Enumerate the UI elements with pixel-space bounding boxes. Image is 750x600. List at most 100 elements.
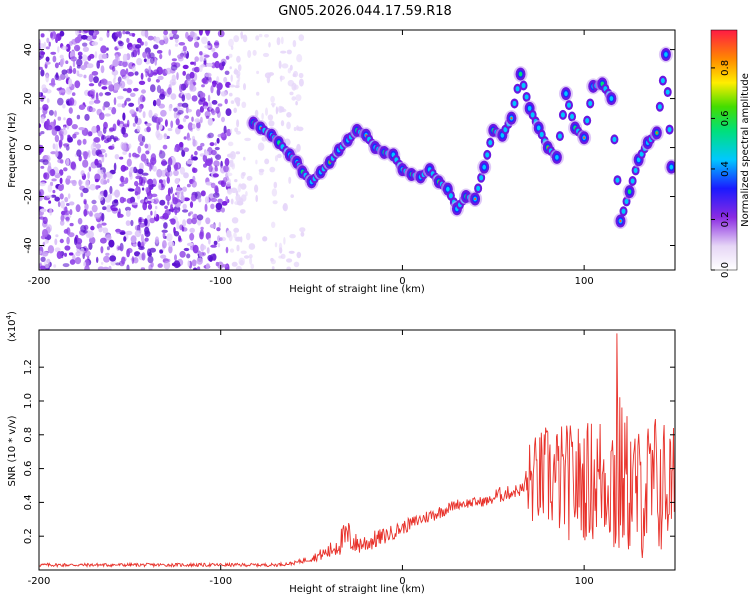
spectrogram-noise-cell	[229, 160, 234, 167]
spectrogram-noise-cell	[102, 135, 106, 140]
spectrogram-noise-cell	[161, 159, 167, 167]
spectrogram-noise-cell	[109, 255, 117, 262]
spectrogram-noise-cell	[204, 72, 212, 78]
spectrogram-noise-cell	[231, 217, 239, 224]
spectrogram-noise-cell	[293, 261, 300, 268]
spectrogram-noise-cell	[171, 58, 177, 62]
spectrogram-noise-cell	[55, 234, 59, 238]
spectrogram-noise-cell	[147, 255, 154, 264]
spectrogram-noise-cell	[175, 263, 181, 268]
spectrogram-noise-cell	[117, 95, 124, 100]
spectrogram-noise-cell	[139, 141, 144, 146]
spectrogram-noise-cell	[236, 119, 240, 128]
spectrogram-noise-cell	[142, 135, 146, 143]
spectrogram-noise-cell	[159, 53, 163, 60]
spectrogram-noise-cell	[236, 265, 242, 270]
spectrogram-noise-cell	[80, 65, 87, 71]
spectrogram-noise-cell	[225, 108, 232, 116]
spectrogram-noise-cell	[108, 173, 113, 180]
spectrogram-noise-cell	[77, 51, 83, 57]
spectrogram-noise-cell	[221, 116, 225, 123]
spectrogram-noise-cell	[103, 173, 107, 179]
spectrogram-noise-cell	[240, 198, 244, 203]
spectrogram-noise-cell	[58, 184, 64, 192]
spectrogram-noise-cell	[101, 86, 108, 90]
spectrogram-noise-cell	[191, 95, 198, 102]
spectrogram-noise-cell	[258, 33, 263, 38]
spectrogram-noise-cell	[125, 97, 131, 102]
spectrogram-noise-cell	[48, 41, 51, 47]
spectrogram-noise-cell	[82, 46, 89, 52]
spectrogram-noise-cell	[269, 166, 276, 173]
spectrogram-noise-cell	[183, 52, 187, 58]
spectrogram-noise-cell	[186, 218, 193, 225]
spectrogram-noise-cell	[156, 98, 161, 107]
spectrogram-noise-cell	[54, 62, 59, 69]
spectrogram-noise-cell	[76, 58, 83, 67]
spectrogram-noise-cell	[134, 71, 139, 76]
ridge-peak	[669, 164, 674, 170]
spectrogram-noise-cell	[189, 31, 195, 38]
spectrogram-noise-cell	[104, 113, 111, 117]
ridge-peak	[448, 193, 453, 199]
spectrogram-noise-cell	[176, 192, 180, 200]
spectrogram-noise-cell	[93, 99, 101, 104]
spectrogram-noise-cell	[98, 92, 104, 97]
spectrogram-noise-cell	[166, 233, 173, 242]
spectrogram-noise-cell	[209, 142, 215, 147]
spectrogram-noise-cell	[47, 245, 55, 254]
y-tick-label: 1.2	[23, 359, 34, 375]
spectrogram-noise-cell	[242, 172, 246, 176]
ridge-peak	[446, 186, 450, 192]
spectrogram-noise-cell	[117, 246, 122, 251]
colorbar-tick-label: 0.2	[720, 212, 731, 228]
spectrogram-noise-cell	[196, 214, 204, 221]
spectrogram-noise-cell	[126, 37, 130, 44]
spectrogram-noise-cell	[102, 105, 106, 111]
spectrogram-noise-cell	[144, 143, 149, 149]
spectrogram-noise-cell	[180, 195, 185, 203]
spectrogram-noise-cell	[205, 159, 212, 166]
spectrogram-noise-cell	[83, 200, 87, 205]
spectrogram-noise-cell	[199, 231, 204, 240]
spectrogram-noise-cell	[210, 197, 218, 203]
ridge-peak	[476, 185, 481, 191]
spectrogram-noise-cell	[183, 197, 190, 202]
spectrogram-noise-cell	[175, 118, 180, 126]
spectrogram-noise-cell	[68, 107, 73, 114]
spectrogram-noise-cell	[113, 82, 120, 91]
spectrogram-noise-cell	[52, 189, 56, 194]
spectrogram-noise-cell	[87, 150, 91, 158]
spectrogram-noise-cell	[74, 257, 82, 265]
spectrogram-noise-cell	[192, 123, 196, 130]
colorbar-gradient	[711, 30, 737, 270]
spectrogram-noise-cell	[55, 36, 59, 44]
spectrogram-noise-cell	[220, 132, 226, 138]
x-tick-label: 0	[399, 576, 405, 587]
spectrogram-noise-cell	[182, 64, 189, 70]
spectrogram-noise-cell	[108, 265, 112, 270]
spectrogram-noise-cell	[198, 197, 202, 203]
spectrogram-noise-cell	[229, 66, 232, 70]
spectrogram-noise-cell	[138, 222, 145, 228]
spectrogram-noise-cell	[124, 100, 127, 106]
spectrogram-noise-cell	[100, 178, 107, 185]
spectrogram-noise-cell	[203, 105, 208, 110]
spectrogram-noise-cell	[121, 143, 127, 151]
spectrogram-noise-cell	[39, 250, 43, 255]
spectrogram-noise-cell	[74, 80, 81, 89]
spectrogram-noise-cell	[86, 63, 94, 69]
spectrogram-noise-cell	[223, 125, 227, 134]
spectrogram-noise-cell	[113, 97, 117, 106]
x-tick-label: -100	[209, 576, 232, 587]
ridge-peak	[521, 82, 526, 89]
spectrogram-noise-cell	[78, 104, 86, 110]
spectrogram-noise-cell	[119, 183, 125, 187]
spectrogram-noise-cell	[264, 158, 270, 165]
spectrogram-noise-cell	[138, 217, 142, 225]
spectrogram-noise-cell	[158, 179, 163, 184]
spectrogram-noise-cell	[65, 43, 71, 53]
spectrogram-noise-cell	[166, 176, 170, 184]
spectrogram-noise-cell	[130, 235, 137, 244]
spectrogram-noise-cell	[225, 182, 231, 187]
